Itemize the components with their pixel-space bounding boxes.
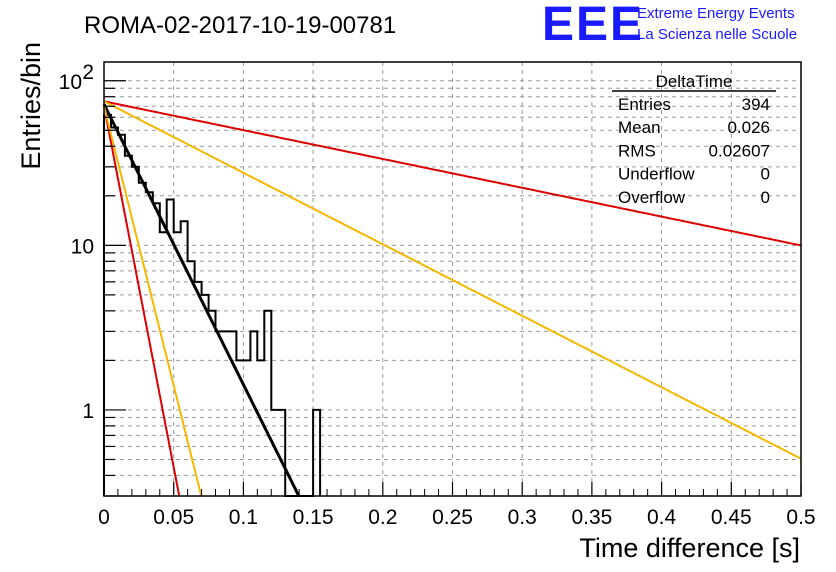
eee-logo: EEE	[542, 0, 644, 51]
stats-value: 0.026	[727, 118, 770, 137]
x-tick-label: 0.5	[786, 506, 815, 529]
y-axis-title: Entries/bin	[16, 42, 46, 170]
x-tick-label: 0.2	[368, 506, 397, 529]
fit-curve	[103, 106, 181, 497]
x-tick-label: 0.35	[571, 506, 612, 529]
stats-value: 394	[742, 95, 770, 114]
stats-value: 0.02607	[709, 141, 770, 160]
x-tick-label: 0.15	[293, 506, 334, 529]
fit-curve	[103, 105, 203, 497]
x-tick-label: 0.1	[229, 506, 258, 529]
stats-value: 0	[761, 188, 770, 207]
stats-value: 0	[761, 165, 770, 184]
stats-label: Underflow	[618, 165, 695, 184]
fit-curve	[103, 100, 802, 460]
x-tick-label: 0.3	[508, 506, 537, 529]
stats-rows: Entries 394 Mean 0.026 RMS 0.02607 Underflow 0 O…	[618, 95, 770, 207]
fit-curves	[102, 100, 802, 497]
run-title: ROMA-02-2017-10-19-00781	[84, 12, 396, 39]
stats-title: DeltaTime	[656, 72, 733, 91]
x-tick-label: 0.25	[432, 506, 473, 529]
plot-frame	[103, 61, 802, 497]
y-tick-label: 10	[71, 235, 94, 258]
stats-label: RMS	[618, 141, 656, 160]
y-tick-exponent: 2	[82, 61, 94, 84]
stats-label: Overflow	[618, 188, 686, 207]
x-tick-label: 0	[98, 506, 110, 529]
y-tick-label: 10	[59, 71, 82, 94]
stats-label: Mean	[618, 118, 661, 137]
x-tick-label: 0.4	[647, 506, 677, 529]
y-tick-label: 1	[82, 400, 94, 423]
logo-line-1: Extreme Energy Events	[637, 5, 795, 22]
x-axis-title: Time difference [s]	[579, 533, 800, 563]
fit-curve	[103, 100, 802, 247]
fit-curve	[102, 103, 301, 497]
axis-ticks: 0 0.05 0.1 0.15 0.2 0.25 0.3 0.35 0.4 0.45 0.5 1 10 1…	[59, 61, 816, 529]
stats-box: DeltaTime Entries 394 Mean 0.026 RMS 0.02607 U…	[612, 72, 776, 207]
x-tick-label: 0.05	[153, 506, 194, 529]
stats-label: Entries	[618, 95, 671, 114]
logo-line-2: La Scienza nelle Scuole	[637, 26, 797, 43]
x-tick-label: 0.45	[711, 506, 752, 529]
